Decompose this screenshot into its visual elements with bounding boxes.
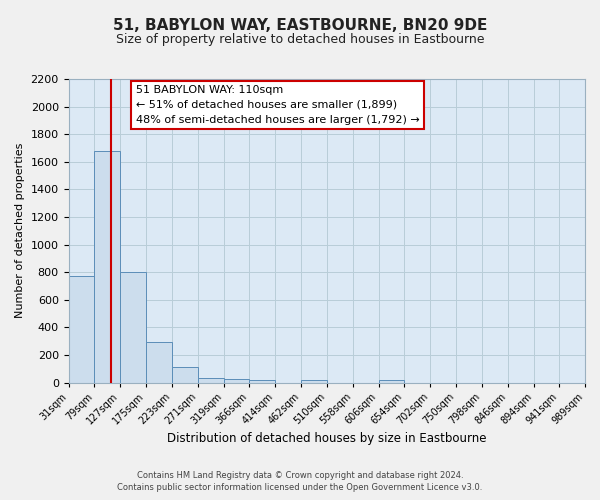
- Bar: [94, 150, 120, 382]
- Text: Contains public sector information licensed under the Open Government Licence v3: Contains public sector information licen…: [118, 484, 482, 492]
- Bar: [120, 272, 146, 382]
- Bar: [68, 276, 94, 382]
- Bar: [301, 380, 327, 382]
- Text: 51, BABYLON WAY, EASTBOURNE, BN20 9DE: 51, BABYLON WAY, EASTBOURNE, BN20 9DE: [113, 18, 487, 32]
- Text: 51 BABYLON WAY: 110sqm
← 51% of detached houses are smaller (1,899)
48% of semi-: 51 BABYLON WAY: 110sqm ← 51% of detached…: [136, 85, 419, 124]
- Bar: [224, 379, 249, 382]
- Bar: [172, 366, 198, 382]
- Bar: [146, 342, 172, 382]
- Text: Size of property relative to detached houses in Eastbourne: Size of property relative to detached ho…: [116, 32, 484, 46]
- X-axis label: Distribution of detached houses by size in Eastbourne: Distribution of detached houses by size …: [167, 432, 487, 445]
- Bar: [198, 378, 224, 382]
- Text: Contains HM Land Registry data © Crown copyright and database right 2024.: Contains HM Land Registry data © Crown c…: [137, 471, 463, 480]
- Bar: [249, 380, 275, 382]
- Bar: [379, 380, 404, 382]
- Y-axis label: Number of detached properties: Number of detached properties: [15, 143, 25, 318]
